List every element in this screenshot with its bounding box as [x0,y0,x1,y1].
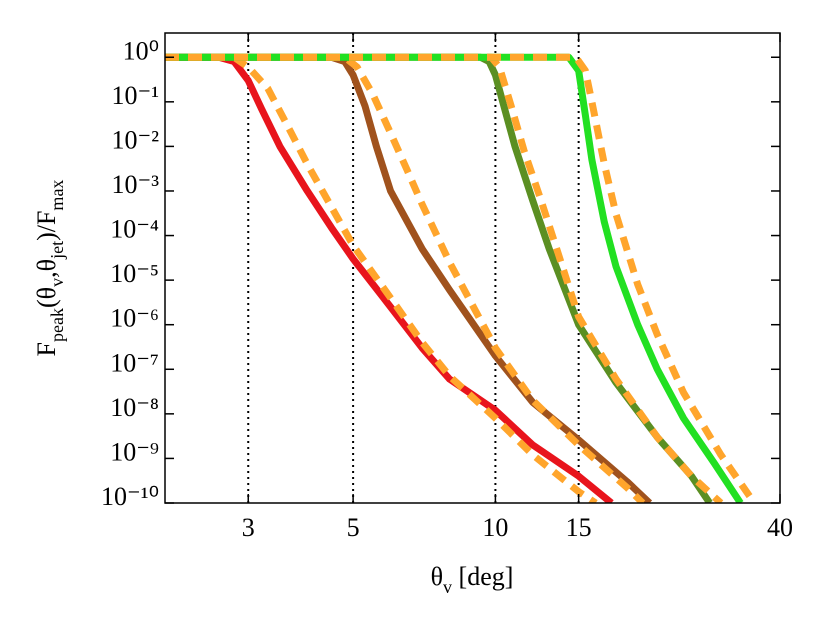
y-axis-label: Fpeak(θv,θjet)/Fmax [32,180,67,357]
x-axis-label: θv [deg] [431,562,514,597]
label-part: ,θ [32,259,61,278]
label-subscript: v [443,577,452,597]
y-tick-label: 10⁻⁶ [110,304,159,333]
y-tick-label: 10⁻¹ [111,81,159,110]
label-subscript: max [47,180,67,211]
dashed-line [165,53,598,503]
dashed-line [165,53,724,503]
y-tick-label: 10⁰ [123,36,159,65]
y-tick-label: 10⁻⁵ [110,259,159,288]
label-subscript: jet [47,241,67,260]
line [165,53,614,503]
label-part: )/F [32,211,61,241]
label-subscript: peak [47,308,67,342]
line [165,53,653,503]
y-tick-label: 10⁻¹⁰ [101,482,159,511]
dashed-line [165,53,646,503]
x-tick-label: 3 [242,513,255,542]
plot-frame [164,32,781,504]
x-tick-label: 5 [347,513,360,542]
y-tick-label: 10⁻⁹ [110,437,159,466]
y-tick-label: 10⁻⁸ [110,393,159,422]
dashed-line [165,53,758,503]
x-tick-label: 10 [482,513,508,542]
label-subscript: v [47,278,67,287]
plot-area [165,53,758,503]
label-part: (θ [32,287,61,308]
line [165,53,744,503]
x-tick-label: 40 [767,513,793,542]
y-tick-label: 10⁻⁷ [110,348,159,377]
x-tick-label: 15 [566,513,592,542]
y-tick-label: 10⁻³ [111,170,159,199]
y-tick-label: 10⁻² [111,125,159,154]
label-part: [deg] [452,562,513,591]
y-tick-label: 10⁻⁴ [110,215,159,244]
label-part: F [32,342,61,356]
label-part: θ [431,562,443,591]
line [165,53,713,503]
